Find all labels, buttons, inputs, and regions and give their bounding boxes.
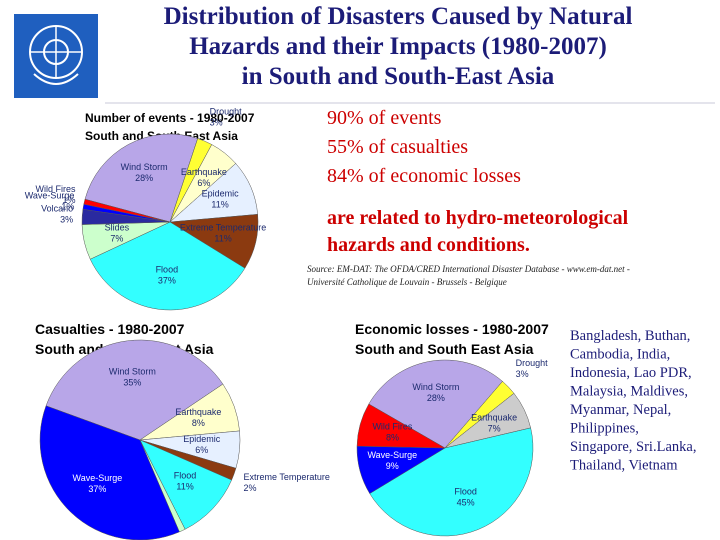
- slice-label: Slides: [105, 223, 130, 233]
- slice-value-label: 7%: [110, 234, 123, 244]
- slice-value-label: 7%: [488, 423, 501, 433]
- slice-value-label: 9%: [386, 461, 399, 471]
- slice-label: Wind Storm: [412, 382, 459, 392]
- slice-label: Wild Fires: [36, 184, 76, 194]
- source: Source: EM-DAT: The OFDA/CRED Internatio…: [307, 264, 630, 274]
- pie: [81, 133, 259, 311]
- slice-label: Wind Storm: [121, 162, 168, 172]
- slice-label: Extreme Temperature: [243, 472, 329, 482]
- pie: [356, 359, 534, 537]
- slice-value-label: 35%: [123, 377, 141, 387]
- slice-value-label: 28%: [135, 173, 153, 183]
- slice-value-label: 45%: [457, 498, 475, 508]
- chart-title: Casualties - 1980-2007: [35, 321, 185, 337]
- slice-label: Earthquake: [181, 167, 227, 177]
- slice-value-label: 28%: [427, 393, 445, 403]
- fact: 90% of events: [327, 107, 442, 129]
- slice-value-label: 1%: [61, 201, 74, 211]
- pie: [39, 339, 241, 540]
- slice-label: Epidemic: [202, 188, 240, 198]
- statement: are related to hydro-meteorological: [327, 207, 629, 229]
- country-line: Bangladesh, Buthan,: [570, 328, 690, 344]
- slide-title: in South and South-East Asia: [242, 63, 555, 90]
- pie-slice: [83, 198, 171, 223]
- slice-value-label: 3%: [210, 118, 223, 128]
- chart-subtitle: South and South East Asia: [355, 341, 534, 357]
- slice-value-label: 11%: [211, 199, 228, 209]
- slice-value-label: 3%: [60, 214, 73, 224]
- chart-title: Economic losses - 1980-2007: [355, 321, 549, 337]
- country-line: Singapore, Sri.Lanka,: [570, 439, 696, 455]
- slice-label: Extreme Temperature: [180, 223, 266, 233]
- slice-label: Drought: [516, 358, 549, 368]
- slice-label: Wild Fires: [372, 421, 412, 431]
- slice-value-label: 2%: [243, 483, 256, 493]
- slice-value-label: 37%: [88, 484, 106, 494]
- slice-value-label: 8%: [386, 432, 399, 442]
- slice-label: Flood: [156, 264, 179, 274]
- pie-slice: [356, 403, 446, 449]
- slice-value-label: 8%: [192, 418, 205, 428]
- pie-slice: [368, 359, 503, 449]
- pie-slice: [89, 221, 246, 311]
- fact: 55% of casualties: [327, 136, 468, 158]
- wmo-logo: [14, 14, 98, 98]
- pie-slice: [84, 133, 198, 223]
- slide-title: Hazards and their Impacts (1980-2007): [189, 33, 607, 60]
- statement: hazards and conditions.: [327, 234, 530, 256]
- country-line: Malaysia, Maldives,: [570, 384, 688, 400]
- slice-value-label: 11%: [214, 234, 231, 244]
- country-line: Thailand, Vietnam: [570, 458, 678, 474]
- slice-label: Flood: [174, 471, 197, 481]
- slice-label: Earthquake: [175, 407, 221, 417]
- fact: 84% of economic losses: [327, 165, 521, 187]
- country-line: Myanmar, Nepal,: [570, 402, 671, 418]
- slice-label: Earthquake: [471, 412, 517, 422]
- country-line: Cambodia, India,: [570, 347, 670, 363]
- slice-value-label: 1%: [63, 195, 76, 205]
- pie-slice: [39, 405, 180, 540]
- slice-label: Wind Storm: [109, 366, 156, 376]
- slice-label: Wave-Surge: [367, 450, 417, 460]
- pie-slice: [369, 427, 534, 537]
- slice-value-label: 6%: [197, 178, 210, 188]
- slice-label: Epidemic: [183, 434, 221, 444]
- slice-value-label: 6%: [195, 445, 208, 455]
- slice-label: Volcano: [41, 203, 73, 213]
- slice-label: Flood: [454, 487, 477, 497]
- pie-slice: [139, 439, 232, 530]
- slice-label: Drought: [210, 107, 243, 117]
- chart-title: Number of events - 1980-2007: [85, 111, 255, 125]
- country-line: Philippines,: [570, 421, 639, 437]
- slice-value-label: 11%: [176, 482, 193, 492]
- slice-value-label: 3%: [516, 369, 529, 379]
- pie-slice: [45, 339, 224, 441]
- slice-label: Wave-Surge: [25, 190, 75, 200]
- country-line: Indonesia, Lao PDR,: [570, 365, 692, 381]
- slide-title: Distribution of Disasters Caused by Natu…: [164, 3, 633, 30]
- slice-value-label: 37%: [158, 275, 176, 285]
- slice-label: Wave-Surge: [73, 473, 123, 483]
- source: Université Catholique de Louvain - Bruss…: [307, 277, 507, 287]
